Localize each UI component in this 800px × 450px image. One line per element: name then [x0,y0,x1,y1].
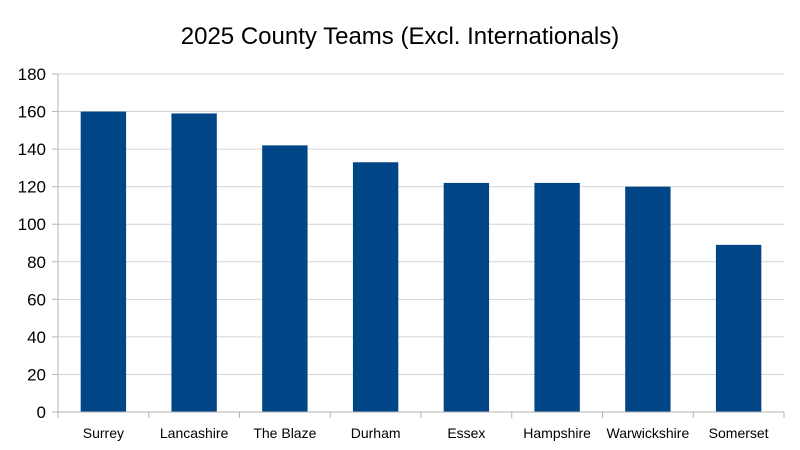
bar-warwickshire [625,186,671,412]
x-tick-label: Warwickshire [607,425,690,441]
y-tick-label: 60 [27,290,46,309]
bar-durham [352,162,399,412]
x-tick-label: Hampshire [523,425,591,441]
x-tick-label: Somerset [709,425,769,441]
chart-title: 2025 County Teams (Excl. Internationals) [181,23,619,50]
x-tick-label: Durham [351,425,401,441]
y-tick-labels: 0 20 40 60 80 100 120 140 160 180 [18,65,58,422]
x-tick-label: Lancashire [160,425,229,441]
x-tick-labels: Surrey Lancashire The Blaze Durham Essex Hamp… [57,412,785,441]
bar-surrey [80,111,127,413]
y-tick-label: 80 [27,253,46,272]
gridlines [58,73,784,413]
y-tick-label: 160 [18,103,46,122]
y-tick-label: 180 [18,65,46,84]
bar-somerset [715,244,762,412]
bars [80,111,762,413]
x-tick-label: Essex [447,425,485,441]
bar-lancashire [171,113,217,412]
y-tick-label: 100 [18,215,46,234]
axes [57,74,784,413]
y-tick-label: 140 [18,140,46,159]
y-tick-label: 20 [27,365,46,384]
y-tick-label: 120 [18,178,46,197]
y-tick-label: 0 [37,403,46,422]
bar-essex [443,182,490,412]
bar-hampshire [534,182,580,412]
bar-the-blaze [262,145,308,412]
x-tick-label: Surrey [83,425,124,441]
y-tick-label: 40 [27,328,46,347]
x-tick-label: The Blaze [253,425,316,441]
